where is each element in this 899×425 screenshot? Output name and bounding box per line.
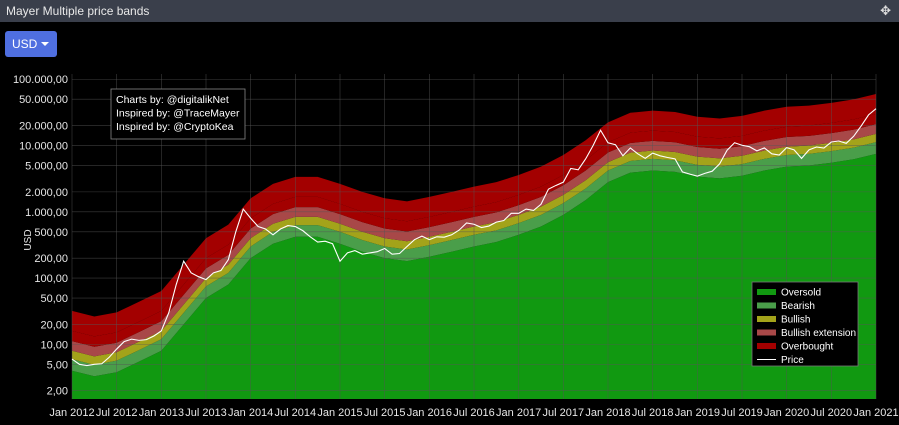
y-tick-label: 50.000,00 bbox=[19, 94, 68, 106]
window-titlebar: Mayer Multiple price bands ✥ bbox=[0, 0, 899, 22]
legend-label: Bullish bbox=[781, 315, 810, 326]
y-tick-label: 20.000,00 bbox=[19, 121, 68, 133]
x-tick-label: Jul 2015 bbox=[364, 407, 406, 419]
mayer-multiple-chart: 2,00 5,00 10,00 20,00 50,00 100,00 200,00 500,0… bbox=[13, 74, 899, 419]
toolbar: USD bbox=[0, 22, 899, 66]
annotation-line: Inspired by: @CryptoKea bbox=[116, 121, 234, 133]
currency-label: USD bbox=[12, 37, 38, 51]
y-tick-label: 2,00 bbox=[47, 386, 68, 398]
x-tick-label: Jan 2017 bbox=[496, 407, 541, 419]
x-tick-label: Jan 2013 bbox=[139, 407, 184, 419]
y-tick-label: 1.000,00 bbox=[25, 207, 68, 219]
x-tick-label: Jul 2016 bbox=[453, 407, 495, 419]
y-tick-label: 50,00 bbox=[40, 293, 68, 305]
legend-swatch bbox=[757, 302, 776, 309]
y-axis-label: USD bbox=[23, 229, 34, 250]
legend-label: Bearish bbox=[781, 301, 815, 312]
legend: Oversold Bearish Bullish Bullish extension O… bbox=[751, 281, 859, 367]
x-tick-label: Jul 2017 bbox=[543, 407, 585, 419]
move-icon[interactable]: ✥ bbox=[880, 3, 891, 18]
band-overbought-top bbox=[72, 93, 876, 337]
annotation-line: Charts by: @digitalikNet bbox=[116, 94, 229, 106]
legend-label: Bullish extension bbox=[781, 328, 856, 339]
y-tick-label: 20,00 bbox=[40, 319, 68, 331]
x-tick-label: Jul 2013 bbox=[185, 407, 227, 419]
x-tick-label: Jul 2019 bbox=[721, 407, 763, 419]
x-tick-label: Jul 2014 bbox=[275, 407, 317, 419]
legend-swatch bbox=[757, 329, 776, 336]
band-bullish bbox=[72, 133, 876, 365]
x-tick-label: Jan 2020 bbox=[764, 407, 809, 419]
currency-dropdown-button[interactable]: USD bbox=[5, 31, 57, 57]
legend-label: Overbought bbox=[781, 342, 833, 353]
annotation-box bbox=[110, 88, 246, 140]
y-tick-label: 10.000,00 bbox=[19, 141, 68, 153]
annotation-line: Inspired by: @TraceMayer bbox=[116, 108, 240, 120]
y-tick-label: 10,00 bbox=[40, 339, 68, 351]
x-tick-label: Jan 2015 bbox=[317, 407, 362, 419]
y-tick-label: 500,00 bbox=[34, 227, 68, 239]
band-bullish-extension bbox=[72, 124, 876, 357]
x-tick-label: Jan 2014 bbox=[228, 407, 273, 419]
legend-swatch bbox=[757, 289, 776, 295]
x-tick-label: Jan 2018 bbox=[585, 407, 630, 419]
chevron-down-icon bbox=[41, 42, 49, 46]
y-tick-label: 100.000,00 bbox=[13, 74, 68, 86]
y-axis-ticks: 2,00 5,00 10,00 20,00 50,00 100,00 200,00 500,0… bbox=[13, 74, 68, 397]
y-tick-label: 5.000,00 bbox=[25, 160, 68, 172]
y-tick-label: 100,00 bbox=[34, 273, 68, 285]
band-overbought bbox=[72, 113, 876, 347]
price-series bbox=[71, 108, 877, 367]
legend-label: Price bbox=[781, 355, 804, 366]
x-tick-label: Jan 2016 bbox=[407, 407, 452, 419]
legend-swatch bbox=[757, 316, 776, 322]
y-tick-label: 200,00 bbox=[34, 253, 68, 265]
credits-annotation: Charts by: @digitalikNet Inspired by: @Tr… bbox=[110, 88, 246, 140]
legend-box bbox=[751, 281, 859, 367]
price-line bbox=[71, 108, 877, 367]
x-axis-ticks: Jan 2012 Jul 2012 Jan 2013 Jul 2013 Jan 2014… bbox=[49, 407, 898, 419]
y-tick-label: 2.000,00 bbox=[25, 187, 68, 199]
legend-label: Oversold bbox=[781, 288, 821, 299]
window-title: Mayer Multiple price bands bbox=[6, 4, 150, 18]
x-tick-label: Jul 2020 bbox=[811, 407, 853, 419]
x-tick-label: Jan 2019 bbox=[675, 407, 720, 419]
x-tick-label: Jan 2012 bbox=[49, 407, 94, 419]
legend-swatch bbox=[757, 343, 776, 349]
x-tick-label: Jul 2012 bbox=[96, 407, 138, 419]
y-tick-label: 5,00 bbox=[47, 359, 68, 371]
x-tick-label: Jan 2021 bbox=[853, 407, 898, 419]
x-tick-label: Jul 2018 bbox=[632, 407, 674, 419]
